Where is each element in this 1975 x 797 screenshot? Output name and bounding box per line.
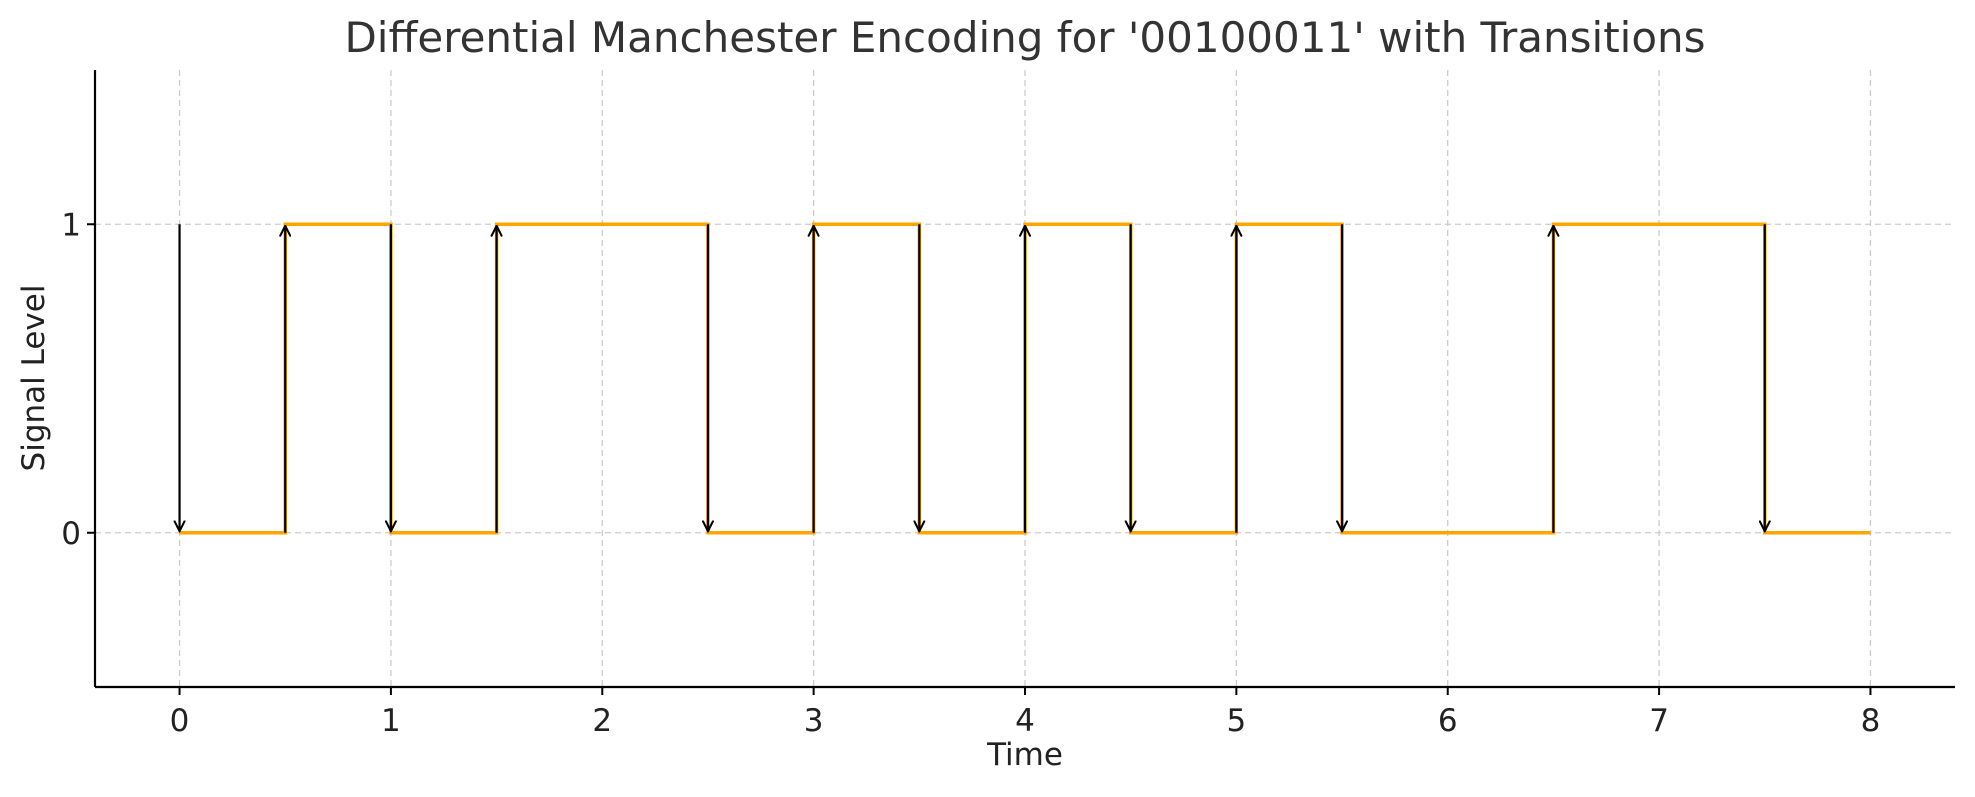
x-tick-label: 8 — [1861, 703, 1881, 739]
x-tick-label: 7 — [1649, 703, 1669, 739]
x-tick-label: 5 — [1226, 703, 1246, 739]
y-tick-label: 1 — [61, 207, 81, 243]
x-tick-label: 4 — [1015, 703, 1035, 739]
x-tick-label: 0 — [170, 703, 190, 739]
ticks: 0 1 2 3 4 5 6 7 8 0 1 — [61, 207, 1880, 739]
transition-arrows — [180, 224, 1765, 533]
x-tick-label: 2 — [592, 703, 612, 739]
x-tick-label: 6 — [1438, 703, 1458, 739]
x-axis-label: Time — [986, 737, 1063, 773]
y-tick-label: 0 — [61, 516, 81, 552]
x-tick-label: 1 — [381, 703, 401, 739]
y-axis-label: Signal Level — [16, 285, 52, 472]
chart-title: Differential Manchester Encoding for '00… — [344, 13, 1705, 62]
x-tick-label: 3 — [804, 703, 824, 739]
